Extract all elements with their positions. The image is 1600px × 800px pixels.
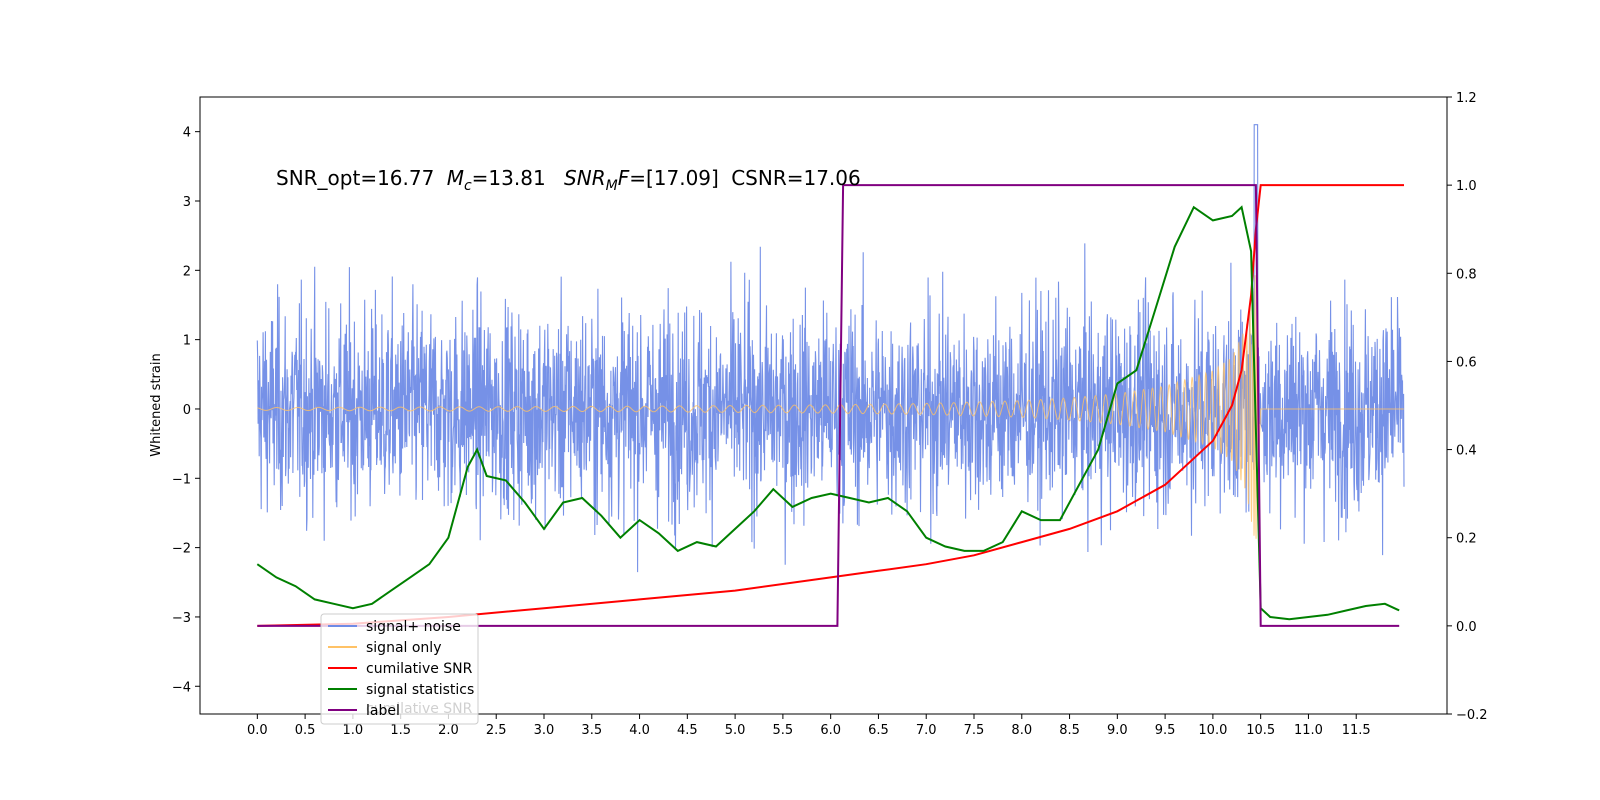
x-tick-label: 11.0 [1294, 723, 1323, 738]
y2-tick-label: 0.6 [1456, 355, 1477, 370]
x-tick-label: 9.0 [1107, 723, 1128, 738]
y-tick-label: −2 [172, 542, 191, 557]
x-tick-label: 9.5 [1155, 723, 1176, 738]
x-tick-label: 8.5 [1059, 723, 1080, 738]
annotation-snr-f: F [618, 166, 630, 190]
x-axis: 0.0 0.5 1.0 1.5 2.0 2.5 3.0 3.5 4.0 4.5 5.0 5.5 6.0 6… [247, 714, 1371, 738]
annotation-mc-value: =13.81 [472, 166, 546, 190]
x-tick-label: 7.5 [964, 723, 985, 738]
plot-frame [199, 96, 1448, 715]
y-tick-label: 3 [183, 195, 191, 210]
y-tick-label: −4 [172, 680, 191, 695]
annotation-mc-symbol: M [447, 166, 464, 190]
series-signal-only [257, 275, 1404, 539]
legend-ghost-text: cumilative SNR [366, 701, 473, 717]
x-tick-label: 1.5 [390, 723, 411, 738]
annotation-snr-sub: M [606, 178, 618, 194]
series-label [257, 184, 1400, 627]
x-tick-label: 7.0 [916, 723, 937, 738]
x-tick-label: 5.5 [773, 723, 794, 738]
legend-label: label [366, 703, 400, 719]
y-axis-right: 1.2 1.0 0.8 0.6 0.4 0.2 0.0 −0.2 [1447, 91, 1488, 723]
plot-area [256, 124, 1405, 627]
x-tick-label: 0.0 [247, 723, 268, 738]
annotation-snr-value: =[17.09] [629, 166, 719, 190]
y-tick-label: −1 [172, 472, 191, 487]
x-tick-label: 3.5 [581, 723, 602, 738]
legend-label: signal statistics [366, 682, 474, 698]
x-tick-label: 8.0 [1011, 723, 1032, 738]
x-tick-label: 10.0 [1198, 723, 1227, 738]
y2-tick-label: 1.0 [1456, 179, 1477, 194]
x-tick-label: 3.0 [534, 723, 555, 738]
series-signal-noise [256, 124, 1405, 573]
legend-box [320, 613, 479, 725]
y2-tick-label: 1.2 [1456, 91, 1477, 106]
y-tick-label: 4 [183, 126, 191, 141]
x-tick-label: 11.5 [1342, 723, 1371, 738]
y2-tick-label: 0.0 [1456, 620, 1477, 635]
y-axis-label: Whitened strain [149, 353, 164, 456]
x-tick-label: 6.0 [820, 723, 841, 738]
y2-tick-label: 0.2 [1456, 532, 1477, 547]
annotation-snr-opt: SNR_opt=16.77 [276, 166, 434, 190]
series-cumulative-snr [257, 184, 1404, 627]
legend-label: signal+ noise [366, 619, 461, 635]
x-tick-label: 2.5 [486, 723, 507, 738]
y2-tick-label: 0.8 [1456, 267, 1477, 282]
legend-label: cumilative SNR [366, 661, 473, 677]
x-tick-label: 6.5 [868, 723, 889, 738]
y2-tick-label: −0.2 [1456, 708, 1488, 723]
chart-annotation: SNR_opt=16.77 Mc=13.81 SNRMF=[17.09] CSN… [276, 166, 861, 194]
y-tick-label: 1 [183, 334, 191, 349]
annotation-csnr: CSNR=17.06 [731, 166, 861, 190]
x-tick-label: 0.5 [295, 723, 316, 738]
x-tick-label: 10.5 [1246, 723, 1275, 738]
y2-tick-label: 0.4 [1456, 444, 1477, 459]
y-axis-left: 4 3 2 1 0 −1 −2 −3 −4 [172, 126, 200, 695]
legend: cumilative SNR signal+ noise signal only c… [320, 613, 479, 725]
y-tick-label: −3 [172, 611, 191, 626]
annotation-mc-sub: c [464, 178, 472, 194]
y-tick-label: 2 [183, 264, 191, 279]
x-tick-label: 4.5 [677, 723, 698, 738]
x-tick-label: 5.0 [725, 723, 746, 738]
annotation-snr-symbol: SNR [564, 166, 606, 190]
x-tick-label: 2.0 [438, 723, 459, 738]
y-tick-label: 0 [183, 403, 191, 418]
legend-label: signal only [366, 640, 441, 656]
series-signal-statistics [256, 205, 1400, 621]
x-tick-label: 1.0 [343, 723, 364, 738]
x-tick-label: 4.0 [629, 723, 650, 738]
